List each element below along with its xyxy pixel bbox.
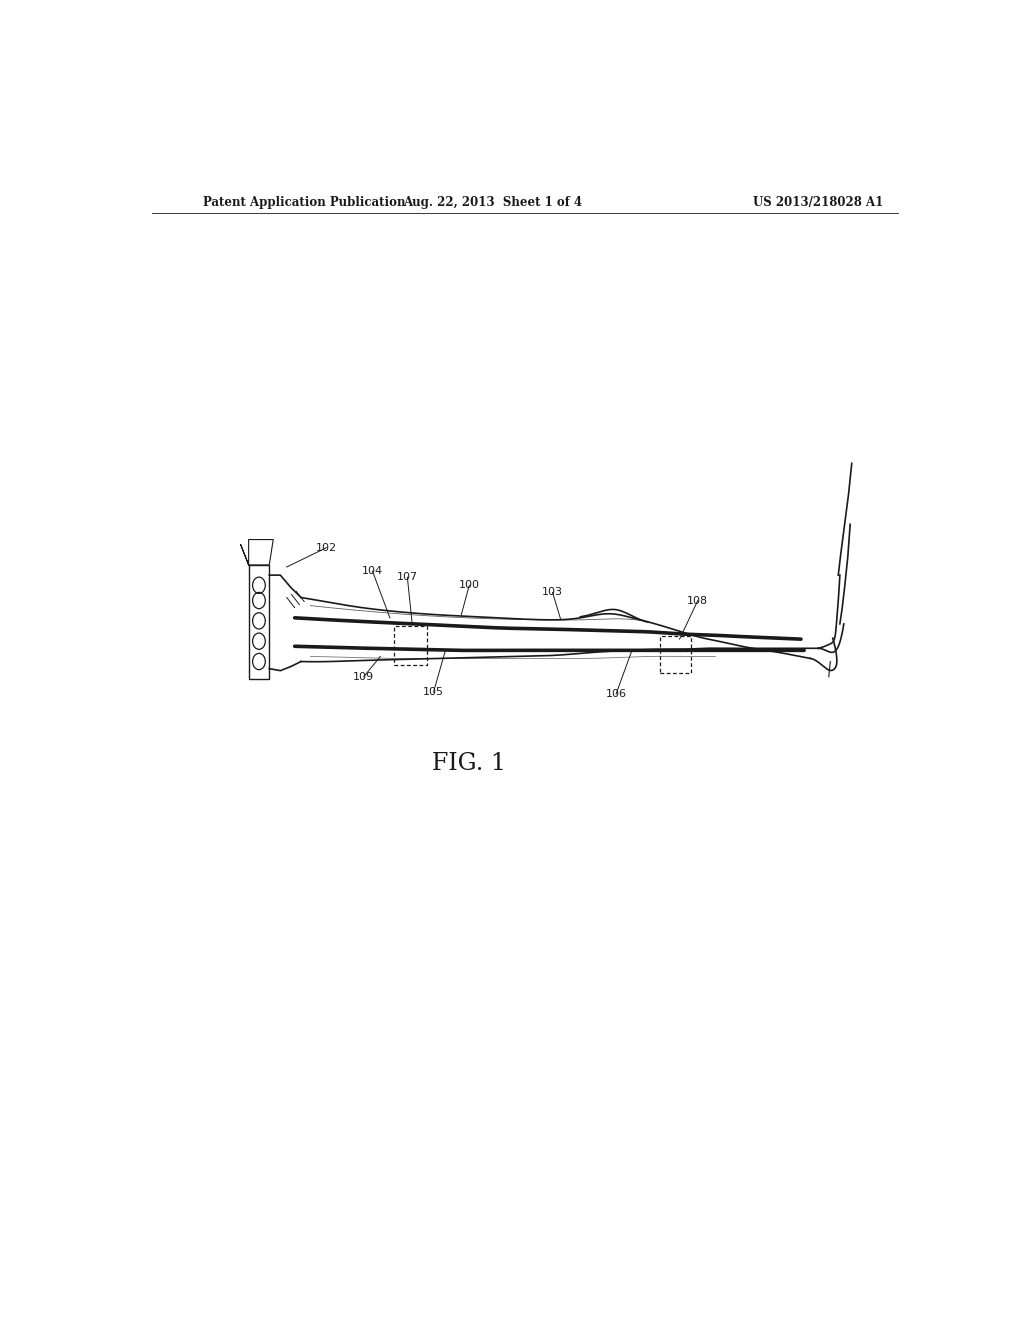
Text: 108: 108 — [687, 595, 709, 606]
Text: 103: 103 — [542, 587, 563, 598]
Text: 106: 106 — [605, 689, 627, 700]
Text: Patent Application Publication: Patent Application Publication — [204, 195, 406, 209]
Bar — [394, 626, 427, 664]
Text: 104: 104 — [361, 566, 383, 576]
Text: 100: 100 — [459, 581, 480, 590]
Text: US 2013/218028 A1: US 2013/218028 A1 — [754, 195, 884, 209]
Text: 107: 107 — [396, 572, 418, 582]
Text: 105: 105 — [423, 686, 444, 697]
Text: Aug. 22, 2013  Sheet 1 of 4: Aug. 22, 2013 Sheet 1 of 4 — [403, 195, 583, 209]
Bar — [659, 636, 691, 673]
Text: 109: 109 — [353, 672, 374, 681]
Text: 102: 102 — [315, 543, 337, 553]
Bar — [249, 565, 269, 678]
Text: FIG. 1: FIG. 1 — [432, 751, 506, 775]
